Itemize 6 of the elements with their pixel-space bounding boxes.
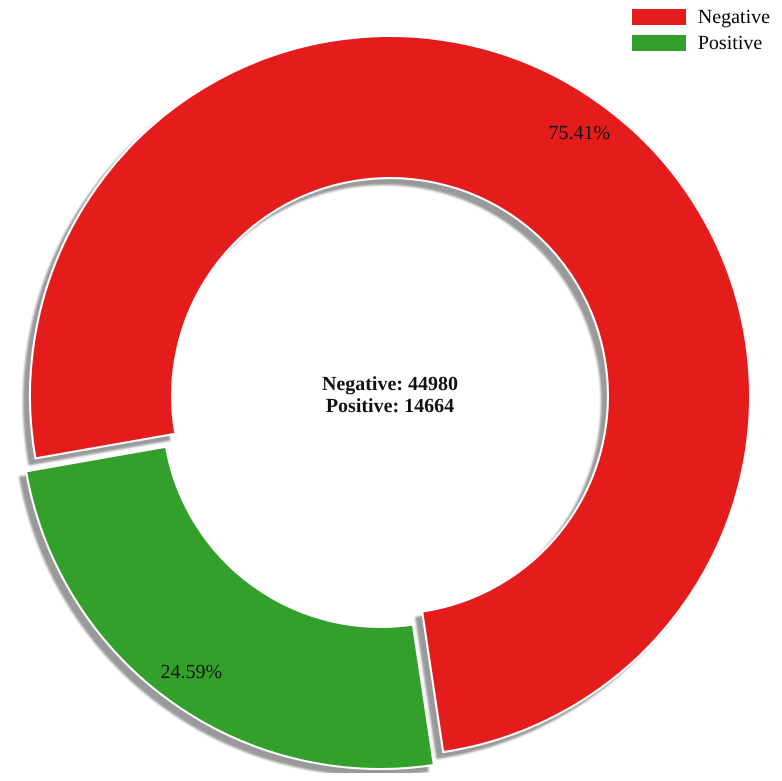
text: Positive: 14664 xyxy=(326,395,454,417)
legend-label: Positive xyxy=(698,32,762,54)
legend-label: Negative xyxy=(698,6,770,28)
data-label: 24.59% xyxy=(160,660,222,683)
data-label: 75.41% xyxy=(548,122,610,144)
text: Negative: 44980 xyxy=(322,373,458,395)
